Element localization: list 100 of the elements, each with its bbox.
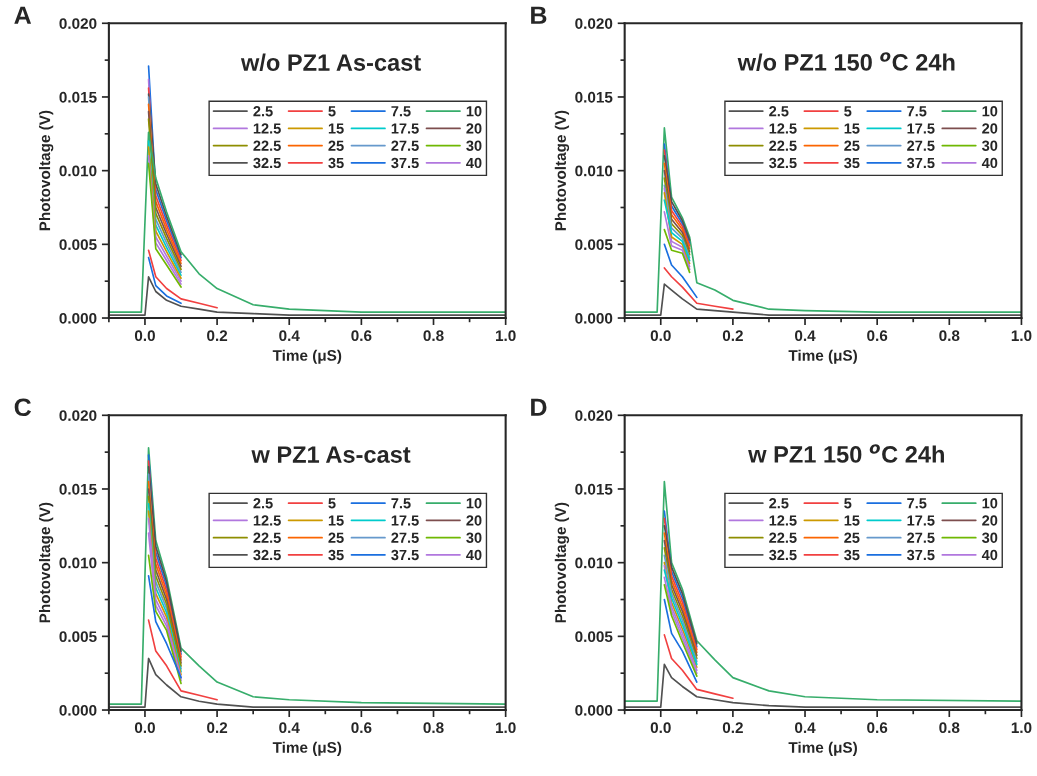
legend-label: 40: [466, 549, 482, 561]
legend-label: 22.5: [253, 532, 281, 543]
legend-label: 17.5: [907, 123, 935, 134]
x-tick-label: 0.6: [351, 330, 372, 342]
y-tick-label: 0.005: [59, 631, 97, 643]
x-axis-title: Time (μS): [272, 349, 342, 364]
y-tick-label: 0.000: [59, 312, 97, 324]
legend-label: 27.5: [907, 532, 935, 543]
x-tick-label: 0.4: [795, 330, 816, 342]
legend-label: 10: [466, 498, 482, 509]
legend-label: 22.5: [769, 532, 797, 543]
x-tick-label: 0.8: [423, 722, 444, 734]
legend-label: 20: [466, 515, 482, 526]
legend-label: 35: [844, 549, 860, 561]
legend-label: 25: [328, 140, 344, 151]
legend-label: 20: [466, 123, 482, 134]
legend-label: 35: [328, 157, 344, 169]
y-tick-label: 0.005: [59, 239, 97, 251]
text: A: [14, 6, 32, 24]
legend-label: 12.5: [769, 123, 797, 134]
x-axis-title: Time (μS): [788, 741, 857, 756]
legend-label: 22.5: [769, 140, 797, 151]
y-tick-label: 0.000: [575, 704, 613, 716]
legend-label: 40: [466, 157, 482, 169]
y-tick-label: 0.010: [575, 165, 613, 177]
y-axis-title: Photovoltage (V): [554, 110, 570, 231]
legend-label: 27.5: [391, 140, 419, 151]
y-tick-label: 0.015: [59, 91, 97, 103]
text: w PZ1 150 $^{o}$C 24h: [748, 444, 944, 463]
legend-label: 27.5: [907, 140, 935, 151]
y-tick-label: 0.015: [575, 483, 613, 495]
x-tick-label: 1.0: [495, 330, 516, 342]
y-axis-title: Photovoltage (V): [38, 502, 54, 623]
legend-label: 15: [328, 123, 344, 134]
x-tick-label: 0.8: [423, 330, 444, 342]
x-tick-label: 0.6: [351, 722, 372, 734]
legend-label: 2.5: [253, 106, 273, 117]
legend-label: 40: [981, 157, 998, 169]
x-tick-label: 0.6: [867, 330, 888, 342]
y-tick-label: 0.020: [59, 410, 97, 421]
y-tick-label: 0.020: [59, 18, 97, 29]
legend-label: 37.5: [391, 157, 419, 169]
legend-label: 12.5: [253, 515, 281, 526]
y-tick-label: 0.010: [59, 557, 97, 569]
legend-label: 7.5: [907, 498, 927, 509]
text: C: [14, 398, 32, 417]
legend-label: 7.5: [391, 106, 411, 117]
x-axis-title: Time (μS): [272, 741, 342, 756]
legend-label: 17.5: [391, 123, 419, 134]
text: D: [531, 398, 547, 416]
x-tick-label: 0.4: [279, 330, 300, 342]
legend-label: 12.5: [253, 123, 281, 134]
legend-label: 32.5: [253, 549, 281, 561]
text: w/o PZ1 As-cast: [240, 53, 421, 72]
y-tick-label: 0.005: [575, 631, 613, 643]
legend-label: 7.5: [907, 106, 927, 117]
legend-label: 30: [466, 532, 482, 543]
legend-label: 15: [844, 515, 860, 526]
legend-label: 25: [844, 532, 860, 543]
x-tick-label: 0.8: [939, 722, 960, 734]
legend-label: 10: [982, 106, 998, 117]
x-tick-label: 0.6: [867, 722, 888, 734]
text: w PZ1 As-cast: [251, 446, 411, 463]
legend-label: 32.5: [769, 157, 797, 169]
y-tick-label: 0.000: [575, 312, 613, 324]
x-tick-label: 0.0: [134, 722, 155, 734]
legend-label: 5: [328, 106, 336, 117]
x-tick-label: 0.0: [134, 330, 155, 342]
legend-label: 27.5: [391, 532, 419, 543]
x-tick-label: 1.0: [495, 722, 516, 734]
legend-label: 25: [844, 140, 860, 151]
x-tick-label: 0.0: [650, 330, 671, 342]
y-tick-label: 0.015: [575, 91, 613, 103]
legend-label: 35: [328, 549, 344, 561]
y-tick-label: 0.020: [575, 410, 613, 421]
x-tick-label: 0.2: [722, 330, 743, 342]
legend-label: 10: [982, 498, 998, 509]
x-tick-label: 0.2: [722, 722, 743, 734]
legend-label: 20: [982, 515, 998, 526]
legend-label: 2.5: [769, 498, 789, 509]
legend-label: 5: [328, 498, 336, 509]
x-tick-label: 0.2: [207, 330, 228, 342]
legend-label: 37.5: [906, 549, 935, 561]
legend-label: 32.5: [769, 549, 797, 561]
legend-label: 40: [981, 549, 998, 561]
x-tick-label: 0.8: [939, 330, 960, 342]
y-tick-label: 0.005: [575, 239, 613, 251]
legend-label: 2.5: [253, 498, 273, 509]
legend-label: 20: [982, 123, 998, 134]
legend-label: 35: [844, 157, 860, 169]
y-tick-label: 0.010: [575, 557, 613, 569]
y-axis-title: Photovoltage (V): [38, 110, 54, 231]
legend-label: 37.5: [906, 157, 935, 169]
legend-label: 7.5: [391, 498, 411, 509]
legend-label: 17.5: [391, 515, 419, 526]
x-tick-label: 1.0: [1011, 330, 1032, 342]
x-tick-label: 1.0: [1011, 722, 1032, 734]
x-tick-label: 0.4: [279, 722, 300, 734]
y-tick-label: 0.015: [59, 483, 97, 495]
x-tick-label: 0.0: [650, 722, 671, 734]
